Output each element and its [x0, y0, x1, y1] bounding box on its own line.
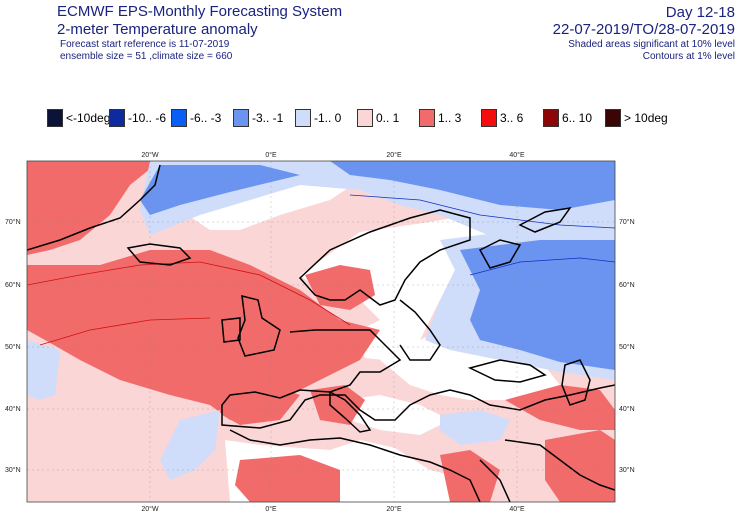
- chart-subtitle: 2-meter Temperature anomaly: [57, 21, 258, 38]
- lon-tick-label: 40°E: [509, 505, 525, 513]
- contour-warm-atlantic-2: [39, 317, 211, 346]
- legend-label: 6.. 10: [562, 111, 593, 125]
- legend-label: <-10deg: [66, 111, 111, 125]
- coast-ireland: [221, 317, 241, 343]
- lon-tick-label: 0°E: [265, 151, 277, 159]
- lat-tick-label: 60°N: [619, 281, 635, 289]
- legend-label: -6.. -3: [190, 111, 222, 125]
- region-med-cool: [440, 410, 510, 445]
- axis-labels: 20°W 20°W 0°E 0°E 20°E 20°E 40°E 40°E 70°N 70°N 60…: [5, 151, 635, 513]
- coast-europe-main: [221, 329, 615, 429]
- lon-tick-label: 20°W: [141, 151, 159, 159]
- region-scandinavia-warm: [305, 265, 375, 310]
- region-northafrica-warm: [235, 455, 340, 502]
- lon-tick-label: 0°E: [265, 505, 277, 513]
- legend-label: 3.. 6: [500, 111, 524, 125]
- map-frame: [26, 160, 616, 503]
- coast-africa: [229, 429, 481, 502]
- region-atlantic-cool-2: [160, 410, 220, 480]
- region-atlantic-warm: [27, 161, 160, 255]
- legend-swatch: [295, 109, 311, 127]
- region-arabia-warm: [440, 450, 500, 502]
- legend-swatch: [47, 109, 63, 127]
- lat-tick-label: 40°N: [619, 405, 635, 413]
- shaded-note: Shaded areas significant at 10% level: [568, 39, 735, 50]
- region-turkey-warm: [505, 385, 615, 430]
- legend-swatch: [543, 109, 559, 127]
- legend-swatch: [605, 109, 621, 127]
- region-russia-cool: [460, 240, 615, 370]
- legend-label: -1.. 0: [314, 111, 342, 125]
- coast-arabia: [504, 439, 615, 491]
- legend-swatch: [109, 109, 125, 127]
- chart-title: ECMWF EPS-Monthly Forecasting System: [57, 3, 343, 20]
- region-iran-warm: [545, 430, 615, 502]
- lon-tick-label: 20°E: [386, 505, 402, 513]
- ensemble-info-text: ensemble size = 51 ,climate size = 660: [60, 51, 233, 62]
- coast-novaya: [518, 206, 572, 233]
- coast-red-sea: [479, 459, 511, 502]
- legend-label: -3.. -1: [252, 111, 284, 125]
- coast-white-sea: [478, 239, 522, 269]
- coast-iceland: [126, 243, 192, 266]
- lat-tick-label: 50°N: [5, 343, 21, 351]
- lon-tick-label: 20°W: [141, 505, 159, 513]
- coast-baltic: [399, 299, 441, 361]
- coast-caspian: [561, 359, 591, 406]
- lat-tick-label: 60°N: [5, 281, 21, 289]
- lat-tick-label: 70°N: [5, 218, 21, 226]
- coast-scandinavia: [298, 209, 471, 306]
- coast-greenland: [27, 164, 161, 251]
- lat-tick-label: 40°N: [5, 405, 21, 413]
- legend-label: 0.. 1: [376, 111, 400, 125]
- legend-label: > 10deg: [624, 111, 668, 125]
- contour-warm-atlantic: [27, 261, 351, 326]
- contour-cool-arctic: [349, 194, 615, 229]
- coast-italy: [329, 390, 372, 433]
- region-atlantic-cool-1: [27, 340, 60, 400]
- legend-swatch: [233, 109, 249, 127]
- coast-black-sea: [467, 359, 547, 383]
- coastlines: [27, 164, 615, 502]
- region-arctic-cool: [330, 161, 615, 210]
- day-range-text: Day 12-18: [665, 4, 735, 21]
- lon-tick-label: 40°E: [509, 151, 525, 159]
- legend-swatch: [481, 109, 497, 127]
- coast-uk: [237, 295, 281, 357]
- lon-tick-label: 20°E: [386, 151, 402, 159]
- region-atlantic-warm-2: [27, 250, 380, 420]
- lat-tick-label: 70°N: [619, 218, 635, 226]
- region-iberia-warm: [222, 385, 300, 425]
- contour-cool-russia: [469, 257, 615, 276]
- legend-swatch: [419, 109, 435, 127]
- period-text: 22-07-2019/TO/28-07-2019: [552, 21, 735, 38]
- legend-label: -10.. -6: [128, 111, 167, 125]
- region-med-white: [345, 395, 450, 435]
- legend-label: 1.. 3: [438, 111, 462, 125]
- map-plot-area: [27, 161, 615, 502]
- region-greenland-cool: [140, 165, 300, 215]
- legend-swatch: [171, 109, 187, 127]
- contour-note: Contours at 1% level: [642, 51, 735, 62]
- lat-tick-label: 30°N: [5, 466, 21, 474]
- graticule: [27, 161, 615, 502]
- forecast-start-text: Forecast start reference is 11-07-2019: [60, 39, 230, 50]
- lat-tick-label: 50°N: [619, 343, 635, 351]
- lat-tick-label: 30°N: [619, 466, 635, 474]
- legend-swatch: [357, 109, 373, 127]
- temperature-anomaly-map: 20°W 20°W 0°E 0°E 20°E 20°E 40°E 40°E 70°N 70°N 60…: [5, 151, 635, 513]
